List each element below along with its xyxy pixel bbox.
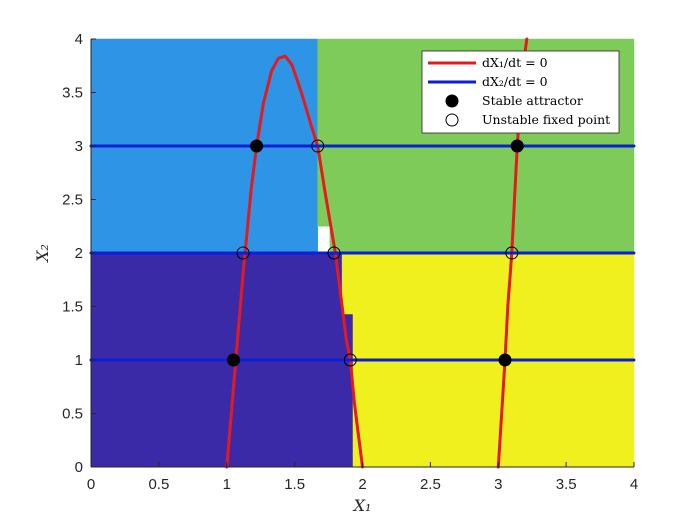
stable-attractor-point-3 [250,139,264,153]
legend-unstable-marker [445,113,459,127]
x-tick-label-4: 1.5 [284,476,305,493]
legend-entry-label-4: Unstable fixed point [482,112,610,127]
legend-entry-label-3: Stable attractor [482,93,583,108]
unstable-fixed-point-4 [311,139,325,153]
x-tick-label-5: 2 [358,476,366,493]
stable-attractor-point-1 [227,353,241,367]
y-tick-label-3: 1 [75,352,83,369]
stable-attractor-point-4 [510,139,524,153]
y-tick-label-1: 0 [75,459,83,476]
y-tick-label-6: 2.5 [62,192,83,209]
x-axis-label: X₁ [352,496,372,515]
axes-layer: 0 0.5 1 1.5 2 2.5 3 3.5 4 0 0.5 1 1.5 2 2.5 3 3.5 4 [62,31,638,493]
y-tick-label-7: 3 [75,138,83,155]
legend: dX₁/dt = 0 dX₂/dt = 0 Stable attractor Unst… [421,50,620,134]
x-tick-label-7: 3 [494,476,502,493]
x-tick-label-3: 1 [223,476,231,493]
nullcline-line-1 [225,54,364,469]
y-tick-label-2: 0.5 [62,406,83,423]
legend-box [421,50,620,134]
y-axis-label: X₂ [33,244,52,264]
fixed-points-layer [227,139,524,367]
unstable-fixed-point-3 [505,246,519,260]
x-tick-label-9: 4 [630,476,638,493]
unstable-fixed-point-2 [327,246,341,260]
x-tick-label-6: 2.5 [420,476,441,493]
y-tick-label-5: 2 [75,245,83,262]
stable-attractor-point-2 [498,353,512,367]
x-tick-label-2: 0.5 [148,476,169,493]
legend-entry-label-2: dX₂/dt = 0 [482,74,548,89]
unstable-fixed-point-1 [236,246,250,260]
legend-entry-label-1: dX₁/dt = 0 [482,55,548,70]
x-tick-label-8: 3.5 [556,476,577,493]
legend-stable-marker [445,94,459,108]
unstable-fixed-point-5 [343,353,357,367]
x-tick-label-1: 0 [87,476,95,493]
y-tick-label-4: 1.5 [62,299,83,316]
y-tick-label-9: 4 [75,31,83,48]
y-tick-label-8: 3.5 [62,85,83,102]
